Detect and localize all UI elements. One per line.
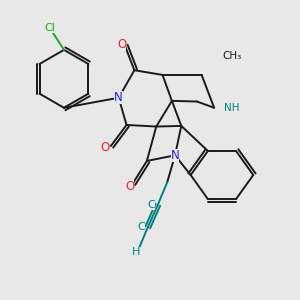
Text: H: H: [132, 247, 140, 257]
Text: CH₃: CH₃: [222, 51, 241, 61]
Text: Cl: Cl: [44, 23, 55, 33]
Text: C: C: [147, 200, 155, 210]
Text: O: O: [125, 180, 134, 193]
Text: N: N: [114, 91, 123, 104]
Text: N: N: [171, 149, 179, 162]
Text: O: O: [117, 38, 127, 51]
Text: NH: NH: [224, 103, 240, 113]
Text: O: O: [100, 141, 109, 154]
Text: C: C: [137, 222, 145, 232]
